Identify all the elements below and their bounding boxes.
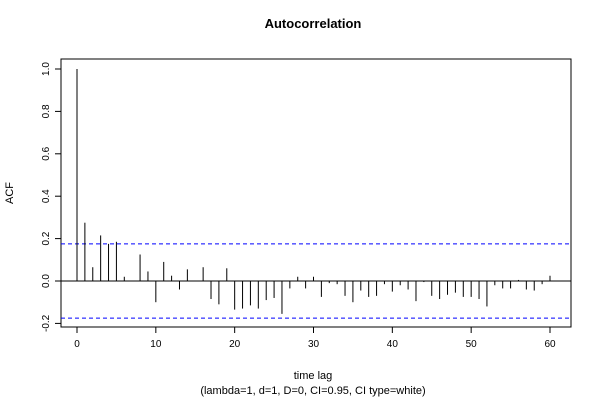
x-tick-label: 40 — [387, 339, 399, 350]
x-tick-label: 50 — [466, 339, 478, 350]
x-axis-label: time lag — [294, 370, 333, 382]
acf-bars — [76, 69, 551, 314]
y-tick-label: 0.8 — [41, 104, 52, 118]
y-tick-label: 0.4 — [41, 189, 52, 203]
y-tick-label: 0.6 — [41, 146, 52, 160]
y-tick-label: 1.0 — [41, 62, 52, 76]
chart-title: Autocorrelation — [265, 16, 362, 31]
y-tick-label: 0.0 — [41, 274, 52, 288]
y-tick-label: -0.2 — [41, 314, 52, 332]
x-tick-label: 0 — [74, 339, 80, 350]
x-axis: 0 10 20 30 40 50 60 — [74, 327, 556, 350]
x-tick-label: 60 — [544, 339, 556, 350]
x-tick-label: 30 — [308, 339, 320, 350]
y-tick-label: 0.2 — [41, 231, 52, 245]
x-axis-subtitle: (lambda=1, d=1, D=0, CI=0.95, CI type=wh… — [200, 385, 425, 397]
plot-frame — [60, 58, 572, 328]
x-tick-label: 20 — [229, 339, 241, 350]
y-axis-label: ACF — [4, 182, 16, 204]
x-tick-label: 10 — [150, 339, 162, 350]
confidence-interval-lines — [61, 243, 571, 319]
y-axis: -0.2 0.0 0.2 0.4 0.6 0.8 1.0 — [41, 62, 61, 332]
